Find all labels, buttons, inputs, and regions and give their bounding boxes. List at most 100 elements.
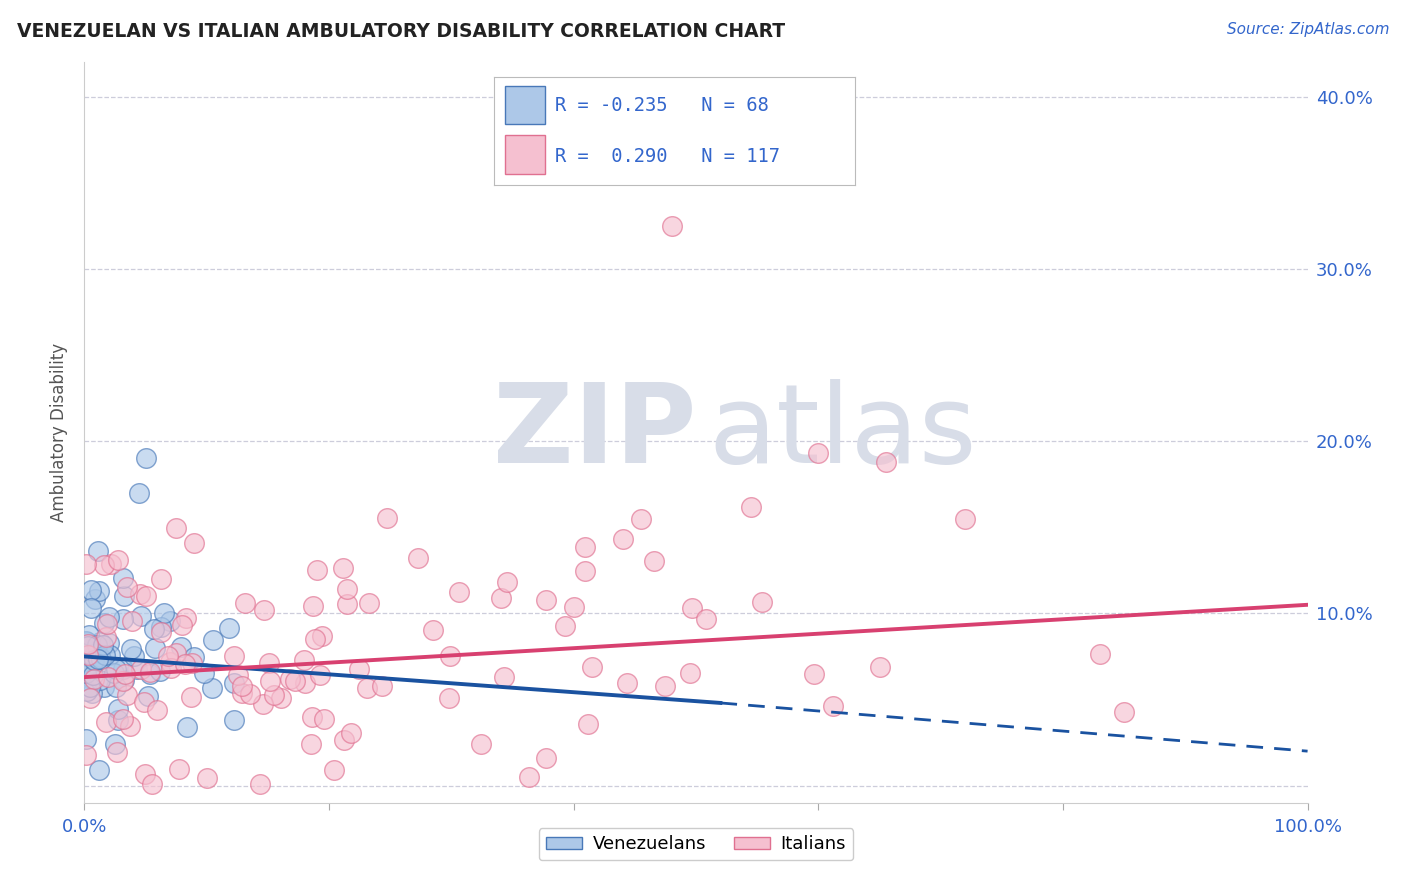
Point	[564, 599, 586, 614]
Point	[90, 652, 112, 666]
Point	[160, 661, 183, 675]
Point	[83, 672, 105, 686]
Point	[439, 648, 461, 663]
Point	[100, 558, 122, 572]
Point	[233, 596, 256, 610]
Point	[139, 665, 162, 680]
Point	[176, 720, 198, 734]
Point	[181, 656, 204, 670]
Point	[359, 596, 381, 610]
Point	[93, 615, 115, 630]
Point	[159, 614, 181, 628]
Point	[104, 738, 127, 752]
Point	[679, 665, 702, 680]
Point	[111, 674, 134, 689]
Point	[172, 618, 194, 632]
Point	[193, 665, 215, 680]
Point	[91, 638, 114, 652]
Point	[139, 667, 162, 681]
Point	[165, 521, 187, 535]
Text: VENEZUELAN VS ITALIAN AMBULATORY DISABILITY CORRELATION CHART: VENEZUELAN VS ITALIAN AMBULATORY DISABIL…	[17, 22, 785, 41]
Point	[149, 664, 172, 678]
Point	[807, 446, 830, 460]
Point	[105, 745, 128, 759]
Point	[612, 532, 634, 546]
Point	[100, 648, 122, 662]
Point	[87, 652, 110, 666]
Point	[314, 712, 336, 726]
Point	[146, 703, 169, 717]
Point	[517, 770, 540, 784]
Point	[222, 648, 245, 663]
Point	[77, 648, 100, 663]
Point	[252, 603, 274, 617]
Point	[89, 650, 111, 665]
Point	[299, 737, 322, 751]
Point	[174, 611, 197, 625]
Point	[103, 665, 125, 680]
Point	[875, 455, 897, 469]
Point	[157, 649, 180, 664]
Point	[356, 681, 378, 696]
Point	[87, 584, 110, 599]
Point	[118, 719, 141, 733]
Point	[93, 558, 115, 572]
Point	[283, 673, 305, 688]
Point	[136, 689, 159, 703]
Point	[97, 670, 120, 684]
Point	[89, 635, 111, 649]
Point	[630, 512, 652, 526]
Point	[125, 661, 148, 675]
Point	[751, 595, 773, 609]
Point	[143, 640, 166, 655]
Point	[94, 630, 117, 644]
Point	[142, 623, 165, 637]
Point	[80, 600, 103, 615]
Point	[79, 680, 101, 694]
Point	[370, 680, 392, 694]
Point	[75, 747, 97, 762]
Point	[129, 587, 152, 601]
Point	[114, 667, 136, 681]
Point	[803, 667, 825, 681]
Point	[536, 592, 558, 607]
Point	[153, 607, 176, 621]
Point	[128, 486, 150, 500]
Point	[183, 650, 205, 665]
Legend: Venezuelans, Italians: Venezuelans, Italians	[538, 828, 853, 861]
Point	[80, 582, 103, 597]
Point	[226, 667, 249, 681]
Point	[1114, 705, 1136, 719]
Point	[869, 660, 891, 674]
Point	[180, 690, 202, 705]
Y-axis label: Ambulatory Disability: Ambulatory Disability	[51, 343, 69, 522]
Point	[96, 617, 118, 632]
Point	[439, 690, 461, 705]
Point	[82, 673, 104, 687]
Point	[80, 686, 103, 700]
Point	[107, 713, 129, 727]
Point	[80, 663, 103, 677]
Point	[740, 500, 762, 514]
Point	[76, 635, 98, 649]
Point	[104, 662, 127, 676]
Point	[112, 571, 135, 585]
Point	[322, 763, 344, 777]
Point	[107, 702, 129, 716]
Point	[149, 620, 172, 634]
Point	[249, 777, 271, 791]
Point	[141, 777, 163, 791]
Point	[231, 680, 253, 694]
Point	[823, 699, 845, 714]
Text: atlas: atlas	[709, 379, 977, 486]
Point	[536, 751, 558, 765]
Point	[259, 673, 281, 688]
Point	[117, 580, 139, 594]
Point	[218, 621, 240, 635]
Point	[495, 575, 517, 590]
Point	[82, 653, 104, 667]
Point	[150, 572, 173, 586]
Point	[581, 660, 603, 674]
Point	[347, 662, 370, 676]
Point	[93, 680, 115, 694]
